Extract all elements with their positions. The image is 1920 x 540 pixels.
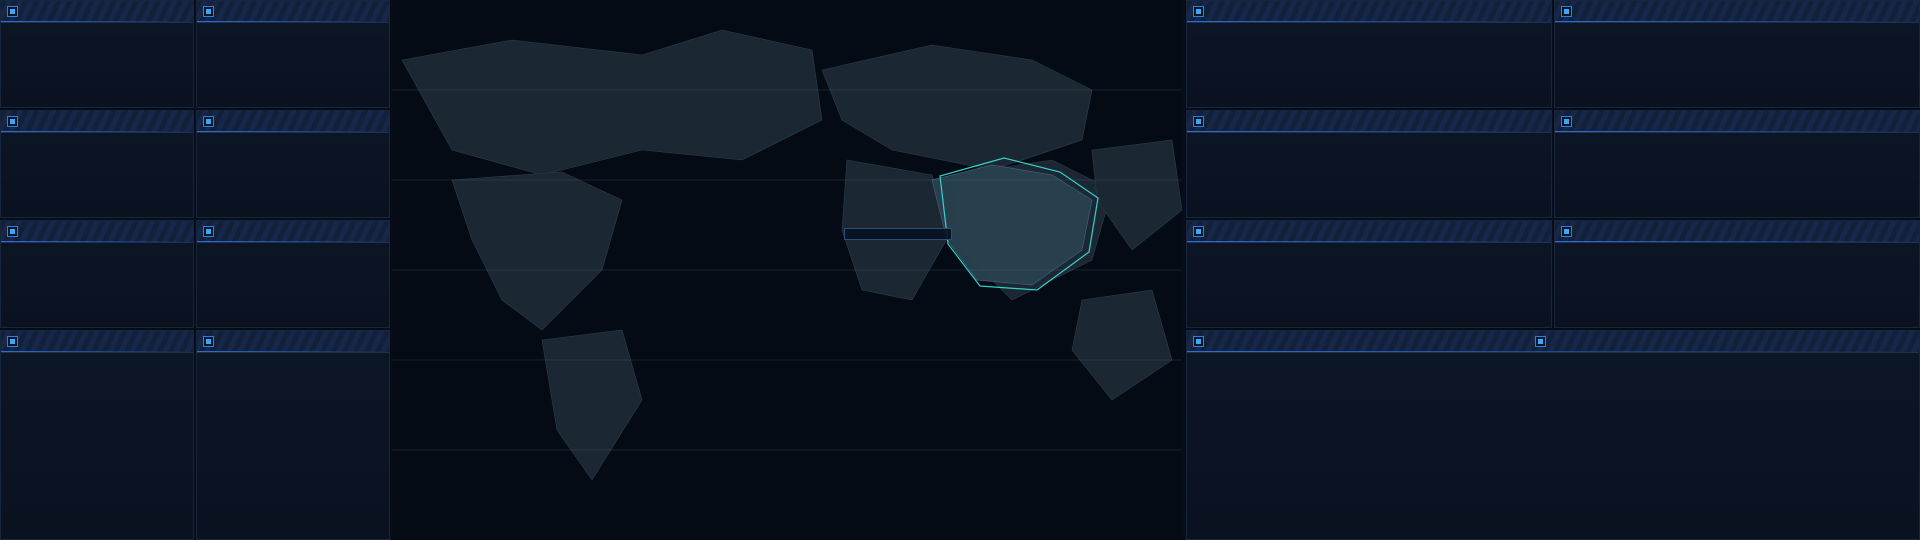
panel-header bbox=[1555, 221, 1919, 243]
panel-header bbox=[1555, 1, 1919, 23]
panel-marker-icon-secondary bbox=[1535, 336, 1546, 347]
world-map-svg bbox=[392, 0, 1182, 540]
map-panel[interactable] bbox=[392, 0, 1182, 540]
panel-marker-icon bbox=[1561, 6, 1572, 17]
chart-alarm-type bbox=[1187, 133, 1551, 217]
panel-marker-icon bbox=[203, 336, 214, 347]
chart-province-top15 bbox=[1187, 353, 1919, 539]
panel-marker-icon bbox=[1561, 226, 1572, 237]
panel-marker-icon bbox=[203, 6, 214, 17]
panel-header bbox=[1, 111, 193, 133]
chart-yesterday-warn bbox=[197, 243, 389, 327]
panel-marker-icon bbox=[203, 116, 214, 127]
panel-battery-warn bbox=[196, 330, 390, 540]
panel-marker-icon bbox=[7, 116, 18, 127]
panel-header bbox=[1555, 111, 1919, 133]
chart-history-warn bbox=[1, 243, 193, 327]
panel-header bbox=[197, 1, 389, 23]
panel-marker-icon bbox=[7, 6, 18, 17]
panel-header bbox=[1187, 221, 1551, 243]
panel-header bbox=[1187, 111, 1551, 133]
panel-alarm-source bbox=[1554, 110, 1920, 218]
panel-history-alarm bbox=[1186, 220, 1552, 328]
panel-province-top15 bbox=[1186, 330, 1920, 540]
panel-yesterday-warn bbox=[196, 220, 390, 328]
panel-marker-icon bbox=[1193, 226, 1204, 237]
panel-marker-icon bbox=[1193, 116, 1204, 127]
panel-header bbox=[1, 1, 193, 23]
chart-yesterday-order bbox=[1555, 243, 1919, 327]
panel-marker-icon bbox=[7, 226, 18, 237]
panel-alarm-type bbox=[1186, 110, 1552, 218]
panel-storage-type bbox=[196, 0, 390, 108]
chart-storage-type bbox=[197, 23, 389, 107]
chart-battery-power bbox=[1, 353, 193, 539]
panel-history-warn bbox=[0, 220, 194, 328]
panel-service-req bbox=[1554, 0, 1920, 108]
map-tooltip bbox=[844, 228, 952, 240]
panel-yesterday-order bbox=[1554, 220, 1920, 328]
panel-header bbox=[197, 221, 389, 243]
chart-battery-fault bbox=[1187, 23, 1551, 107]
panel-header bbox=[1, 221, 193, 243]
panel-marker-icon bbox=[1561, 116, 1572, 127]
panel-marker-icon bbox=[203, 226, 214, 237]
chart-service-req bbox=[1555, 23, 1919, 107]
panel-header bbox=[1, 331, 193, 353]
chart-battery-warn bbox=[197, 353, 389, 539]
panel-battery-power bbox=[0, 330, 194, 540]
panel-header bbox=[1187, 331, 1919, 353]
chart-repair-check bbox=[197, 133, 389, 217]
panel-battery-fault bbox=[1186, 0, 1552, 108]
panel-marker-icon bbox=[1193, 6, 1204, 17]
panel-region-station bbox=[0, 0, 194, 108]
panel-header bbox=[197, 331, 389, 353]
panel-repair-check bbox=[196, 110, 390, 218]
chart-region-station bbox=[1, 23, 193, 107]
panel-marker-icon bbox=[7, 336, 18, 347]
panel-header bbox=[1187, 1, 1551, 23]
chart-alarm-source bbox=[1555, 133, 1919, 217]
panel-header bbox=[197, 111, 389, 133]
chart-warn-accuracy bbox=[1, 133, 193, 217]
panel-marker-icon bbox=[1193, 336, 1204, 347]
panel-warn-accuracy bbox=[0, 110, 194, 218]
chart-history-alarm bbox=[1187, 243, 1551, 327]
